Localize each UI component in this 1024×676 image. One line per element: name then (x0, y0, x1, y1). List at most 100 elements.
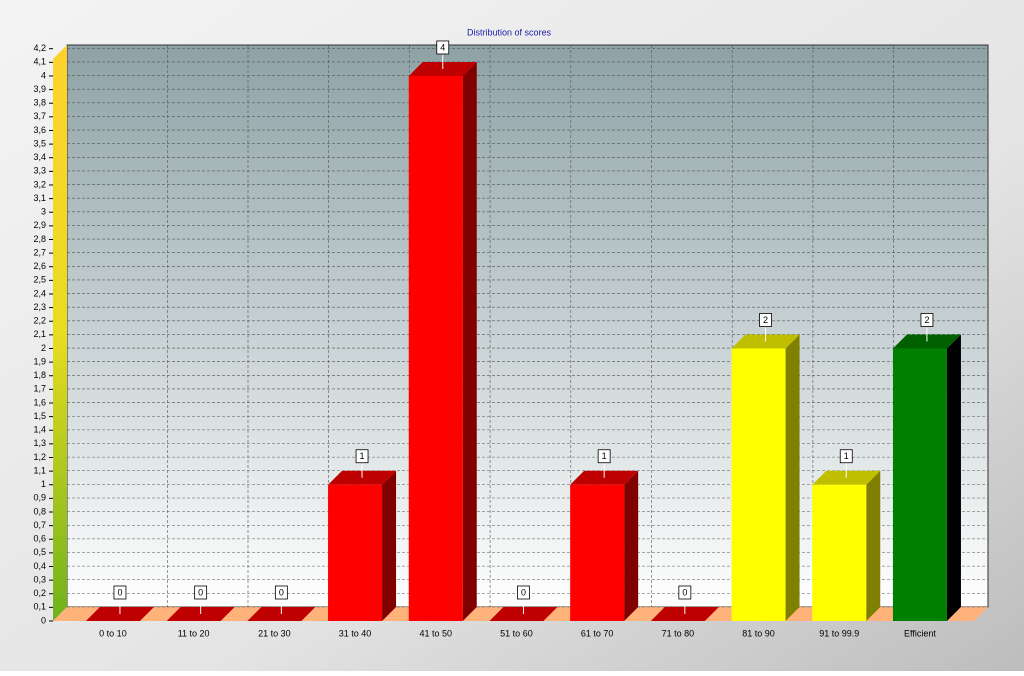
data-label: 1 (844, 451, 849, 461)
x-tick-label: 31 to 40 (339, 628, 372, 638)
bar (892, 348, 947, 621)
y-tick-label: 3,8 (33, 98, 46, 108)
x-tick-label: Efficient (904, 628, 936, 638)
y-tick-label: 4,1 (33, 57, 46, 67)
y-tick-label: 1,1 (33, 465, 46, 475)
y-tick-label: 3,6 (33, 125, 46, 135)
y-tick-label: 2,7 (33, 247, 46, 257)
data-label-box (597, 449, 611, 464)
bar-side (866, 470, 881, 621)
y-tick-label: 0 (41, 615, 46, 625)
data-label-box (920, 313, 934, 327)
bar-group: 2 (892, 313, 961, 621)
x-tick-label: 0 to 10 (99, 628, 127, 638)
x-tick-label: 91 to 99.9 (819, 628, 859, 638)
y-tick-label: 1,9 (33, 356, 46, 366)
y-tick-label: 3,5 (33, 138, 46, 148)
data-label: 2 (763, 315, 768, 325)
data-label-box (113, 585, 127, 600)
y-tick-label: 0,6 (33, 534, 46, 544)
data-label-box (678, 585, 692, 600)
bar-group: 1 (328, 449, 397, 621)
y-tick-label: 2,5 (33, 275, 46, 285)
y-tick-label: 4 (41, 70, 46, 80)
data-label-box (274, 585, 288, 600)
data-label: 0 (682, 587, 687, 597)
data-label-box (517, 585, 530, 600)
bar-group: 0 (489, 585, 558, 621)
y-tick-label: 3,3 (33, 166, 46, 176)
bar-group: 0 (85, 585, 154, 621)
x-tick-label: 21 to 30 (258, 628, 291, 638)
data-label: 0 (198, 587, 203, 597)
y-tick-label: 3,4 (33, 152, 46, 162)
bar (731, 348, 786, 621)
y-tick-label: 1,7 (33, 384, 46, 394)
bar-group: 2 (731, 313, 800, 621)
bar-side (462, 61, 477, 622)
y-tick-label: 1,5 (33, 411, 46, 421)
bar (812, 484, 867, 621)
bar-group: 0 (650, 585, 719, 621)
data-label-box (194, 585, 208, 600)
data-label-box (436, 40, 450, 55)
y-tick-label: 4,2 (33, 43, 46, 53)
x-tick-label: 81 to 90 (742, 628, 775, 638)
y-tick-label: 3,7 (33, 111, 46, 121)
y-tick-label: 2,4 (33, 288, 46, 298)
y-tick-label: 0,4 (33, 561, 46, 571)
x-tick-label: 51 to 60 (500, 628, 533, 638)
data-label: 0 (279, 587, 284, 597)
y-tick-label: 0,2 (33, 588, 46, 598)
y-tick-label: 3,1 (33, 193, 46, 203)
bar (328, 484, 383, 621)
data-label: 1 (602, 451, 607, 461)
y-tick-label: 1,6 (33, 397, 46, 407)
y-tick-label: 1,3 (33, 438, 46, 448)
bar-side (946, 334, 961, 621)
data-label-box (839, 449, 853, 464)
y-tick-label: 3,9 (33, 84, 46, 94)
y-tick-label: 0,5 (33, 547, 46, 557)
y-tick-label: 0,3 (33, 574, 46, 584)
x-tick-label: 61 to 70 (581, 628, 614, 638)
x-tick-label: 71 to 80 (662, 628, 695, 638)
bar-side (382, 470, 397, 621)
y-tick-label: 0,9 (33, 493, 46, 503)
y-tick-label: 2,3 (33, 302, 46, 312)
bar (570, 484, 625, 621)
x-tick-label: 11 to 20 (178, 628, 210, 638)
y-tick-label: 2,2 (33, 316, 46, 326)
y-tick-label: 3,2 (33, 179, 46, 189)
y-tick-label: 2,1 (33, 329, 46, 339)
data-label-box (355, 449, 369, 464)
y-tick-label: 2,6 (33, 261, 46, 271)
bar-side (624, 470, 639, 621)
y-tick-label: 3 (41, 207, 46, 217)
y-tick-label: 1,8 (33, 370, 46, 380)
y-tick-label: 0,7 (33, 520, 46, 530)
data-label: 4 (440, 42, 445, 52)
y-tick-label: 1 (41, 479, 46, 489)
y-tick-label: 2 (41, 343, 46, 353)
y-tick-label: 0,1 (33, 602, 46, 612)
y-tick-label: 0,8 (33, 506, 46, 516)
y-tick-label: 1,4 (33, 425, 46, 435)
y-tick-label: 2,9 (33, 220, 46, 230)
x-tick-label: 41 to 50 (419, 628, 452, 638)
y-tick-label: 2,8 (33, 234, 46, 244)
bars: 0 0 0 1 4 0 1 0 2 1 2 (85, 40, 961, 622)
bar-group: 4 (408, 40, 477, 622)
data-label: 1 (360, 451, 365, 461)
bar-group: 0 (166, 585, 235, 621)
bar-group: 1 (812, 449, 881, 621)
left-wall (53, 45, 67, 621)
data-label: 2 (924, 315, 929, 325)
bar-group: 0 (247, 585, 316, 621)
chart-title: Distribution of scores (467, 27, 552, 37)
data-label-box (759, 313, 772, 327)
y-tick-label: 1,2 (33, 452, 46, 462)
data-label: 0 (117, 587, 122, 597)
bar-group: 1 (570, 449, 639, 621)
